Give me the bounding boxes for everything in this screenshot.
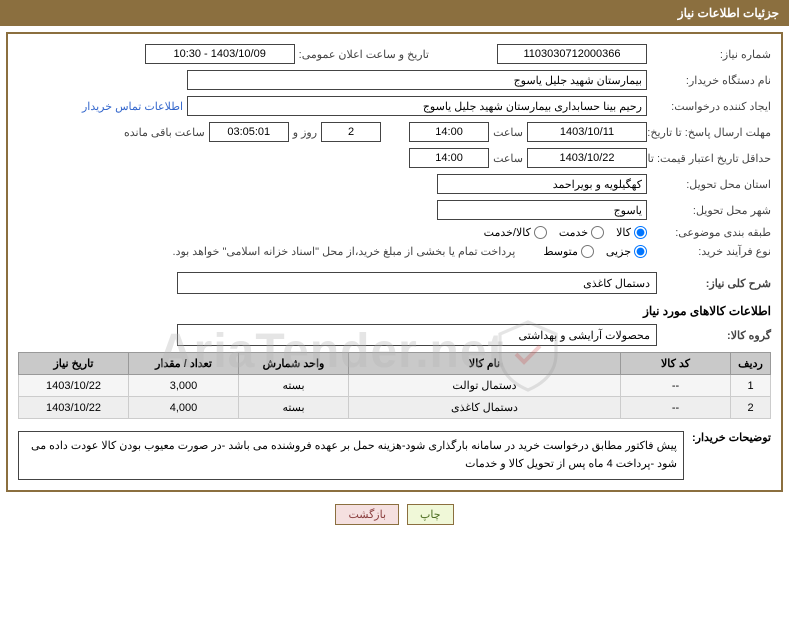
row-group: گروه کالا: محصولات آرایشی و بهداشتی xyxy=(18,324,771,346)
cell-unit: بسته xyxy=(239,375,349,397)
row-requester: ایجاد کننده درخواست: اطلاعات تماس خریدار xyxy=(18,96,771,116)
radio-medium[interactable] xyxy=(581,245,594,258)
table-row: 2 -- دستمال کاغذی بسته 4,000 1403/10/22 xyxy=(19,397,771,419)
requester-label: ایجاد کننده درخواست: xyxy=(651,100,771,113)
province-label: استان محل تحویل: xyxy=(651,178,771,191)
buyer-notes-label: توضیحات خریدار: xyxy=(692,427,771,444)
contact-link[interactable]: اطلاعات تماس خریدار xyxy=(82,100,183,113)
row-province: استان محل تحویل: xyxy=(18,174,771,194)
category-label: طبقه بندی موضوعی: xyxy=(651,226,771,239)
deadline-time-field[interactable] xyxy=(409,122,489,142)
goods-section-title: اطلاعات کالاهای مورد نیاز xyxy=(18,304,771,318)
deadline-label: مهلت ارسال پاسخ: تا تاریخ: xyxy=(651,126,771,139)
radio-small-label: جزیی xyxy=(606,245,631,258)
buyer-org-field[interactable] xyxy=(187,70,647,90)
th-code: کد کالا xyxy=(621,353,731,375)
need-number-field[interactable] xyxy=(497,44,647,64)
hour-label-2: ساعت xyxy=(493,152,523,165)
deadline-date-field[interactable] xyxy=(527,122,647,142)
buyer-notes-box: پیش فاکتور مطابق درخواست خرید در سامانه … xyxy=(18,431,684,480)
back-button[interactable]: بازگشت xyxy=(335,504,399,525)
main-form: AriaTender.net شماره نیاز: تاریخ و ساعت … xyxy=(6,32,783,492)
th-qty: تعداد / مقدار xyxy=(129,353,239,375)
validity-label: حداقل تاریخ اعتبار قیمت: تا تاریخ: xyxy=(651,152,771,165)
process-label: نوع فرآیند خرید: xyxy=(651,245,771,258)
radio-goods[interactable] xyxy=(634,226,647,239)
cell-date: 1403/10/22 xyxy=(19,375,129,397)
group-box: محصولات آرایشی و بهداشتی xyxy=(177,324,657,346)
cell-name: دستمال کاغذی xyxy=(349,397,621,419)
days-label: روز و xyxy=(293,126,317,139)
province-field[interactable] xyxy=(437,174,647,194)
th-row: ردیف xyxy=(731,353,771,375)
radio-goods-service[interactable] xyxy=(534,226,547,239)
row-general-desc: شرح کلی نیاز: دستمال کاغذی xyxy=(18,272,771,294)
page-title: جزئیات اطلاعات نیاز xyxy=(678,6,779,20)
cell-code: -- xyxy=(621,375,731,397)
goods-table: ردیف کد کالا نام کالا واحد شمارش تعداد /… xyxy=(18,352,771,419)
row-process: نوع فرآیند خرید: جزیی متوسط پرداخت تمام … xyxy=(18,245,771,258)
table-row: 1 -- دستمال توالت بسته 3,000 1403/10/22 xyxy=(19,375,771,397)
group-label: گروه کالا: xyxy=(661,329,771,342)
radio-service[interactable] xyxy=(591,226,604,239)
cell-date: 1403/10/22 xyxy=(19,397,129,419)
cell-row: 1 xyxy=(731,375,771,397)
radio-goods-service-label: کالا/خدمت xyxy=(484,226,531,239)
remaining-label: ساعت باقی مانده xyxy=(124,126,205,139)
city-field[interactable] xyxy=(437,200,647,220)
radio-service-label: خدمت xyxy=(559,226,588,239)
row-need-number: شماره نیاز: تاریخ و ساعت اعلان عمومی: xyxy=(18,44,771,64)
radio-goods-label: کالا xyxy=(616,226,631,239)
radio-small[interactable] xyxy=(634,245,647,258)
page-header: جزئیات اطلاعات نیاز xyxy=(0,0,789,26)
row-buyer-org: نام دستگاه خریدار: xyxy=(18,70,771,90)
general-desc-value: دستمال کاغذی xyxy=(583,277,650,290)
cell-row: 2 xyxy=(731,397,771,419)
th-unit: واحد شمارش xyxy=(239,353,349,375)
payment-note: پرداخت تمام یا بخشی از مبلغ خرید،از محل … xyxy=(173,245,516,258)
announce-date-field[interactable] xyxy=(145,44,295,64)
row-validity: حداقل تاریخ اعتبار قیمت: تا تاریخ: ساعت xyxy=(18,148,771,168)
row-deadline: مهلت ارسال پاسخ: تا تاریخ: ساعت روز و سا… xyxy=(18,122,771,142)
th-name: نام کالا xyxy=(349,353,621,375)
cell-qty: 4,000 xyxy=(129,397,239,419)
category-radio-group: کالا خدمت کالا/خدمت xyxy=(484,226,647,239)
buyer-notes-text: پیش فاکتور مطابق درخواست خرید در سامانه … xyxy=(31,440,677,470)
radio-medium-label: متوسط xyxy=(543,245,578,258)
button-row: چاپ بازگشت xyxy=(0,504,789,525)
cell-code: -- xyxy=(621,397,731,419)
th-date: تاریخ نیاز xyxy=(19,353,129,375)
general-desc-box: دستمال کاغذی xyxy=(177,272,657,294)
process-radio-group: جزیی متوسط xyxy=(543,245,647,258)
days-field[interactable] xyxy=(321,122,381,142)
row-category: طبقه بندی موضوعی: کالا خدمت کالا/خدمت xyxy=(18,226,771,239)
validity-date-field[interactable] xyxy=(527,148,647,168)
general-desc-label: شرح کلی نیاز: xyxy=(661,277,771,290)
row-city: شهر محل تحویل: xyxy=(18,200,771,220)
buyer-notes-section: توضیحات خریدار: پیش فاکتور مطابق درخواست… xyxy=(18,427,771,480)
validity-time-field[interactable] xyxy=(409,148,489,168)
countdown-field[interactable] xyxy=(209,122,289,142)
buyer-org-label: نام دستگاه خریدار: xyxy=(651,74,771,87)
group-value: محصولات آرایشی و بهداشتی xyxy=(519,329,650,342)
cell-unit: بسته xyxy=(239,397,349,419)
print-button[interactable]: چاپ xyxy=(407,504,454,525)
requester-field[interactable] xyxy=(187,96,647,116)
cell-qty: 3,000 xyxy=(129,375,239,397)
hour-label-1: ساعت xyxy=(493,126,523,139)
city-label: شهر محل تحویل: xyxy=(651,204,771,217)
need-number-label: شماره نیاز: xyxy=(651,48,771,61)
announce-date-label: تاریخ و ساعت اعلان عمومی: xyxy=(299,48,429,61)
cell-name: دستمال توالت xyxy=(349,375,621,397)
